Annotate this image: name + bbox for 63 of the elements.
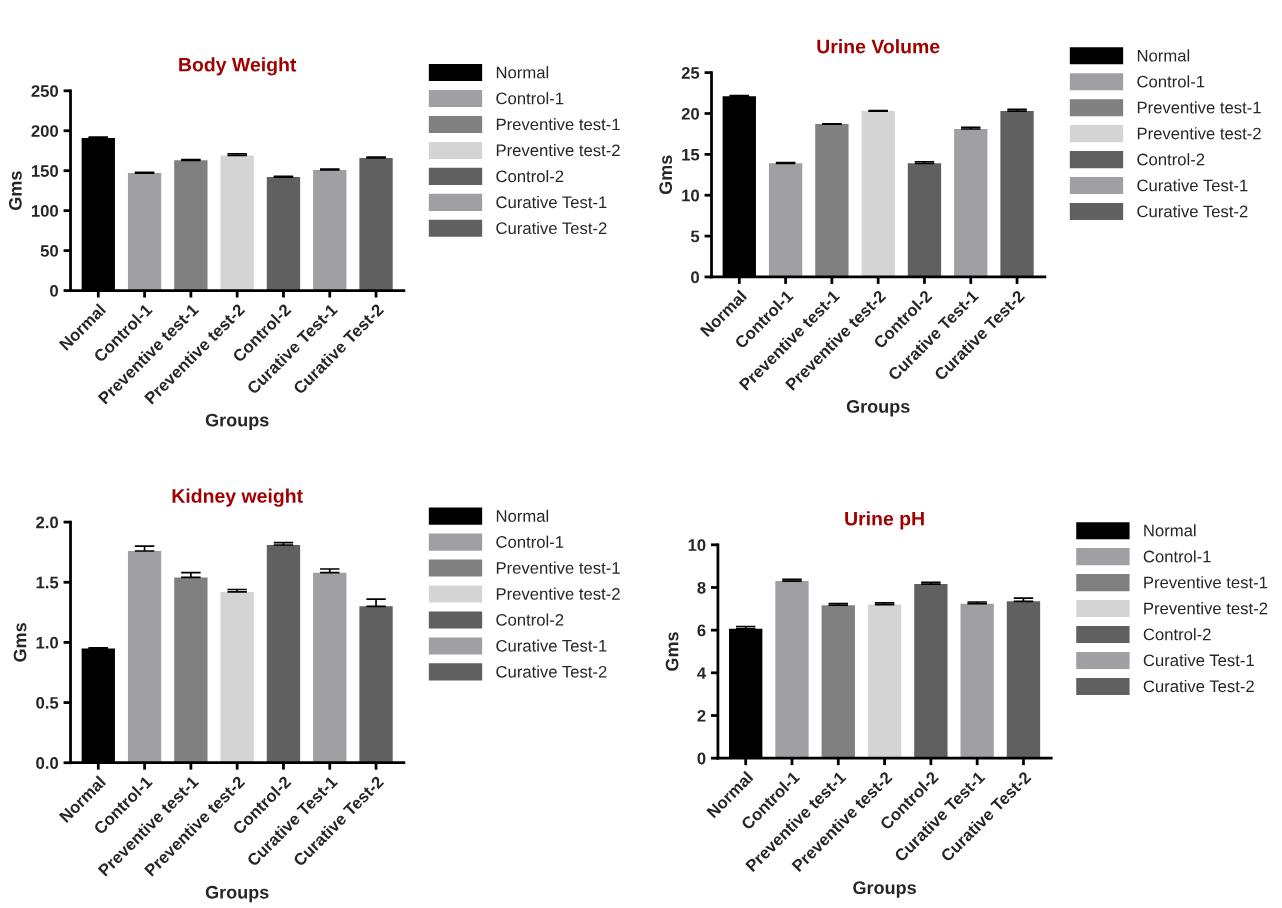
legend-label: Control-2 (496, 169, 564, 183)
y-tick-label: 4 (697, 667, 707, 679)
x-axis-title: Groups (846, 400, 910, 417)
legend-label: Curative Test-1 (496, 639, 607, 652)
y-tick-label: 25 (681, 67, 700, 79)
legend-label: Preventive test-2 (496, 587, 620, 600)
legend-label: Preventive test-1 (496, 561, 620, 574)
y-tick-label: 0.0 (36, 757, 59, 769)
chart-title: Kidney weight (172, 488, 303, 507)
y-axis-title: Gms (13, 623, 27, 662)
legend-label: Curative Test-2 (496, 665, 607, 678)
y-tick-label: 1.0 (36, 636, 59, 649)
x-axis-title: Groups (205, 885, 269, 903)
legend-label: Curative Test-2 (1137, 205, 1248, 218)
y-tick-label: 150 (31, 165, 59, 177)
y-tick-label: 1.5 (36, 576, 59, 589)
y-tick-label: 20 (681, 107, 700, 120)
legend-label: Control-2 (1137, 153, 1205, 166)
x-axis-title: Groups (853, 881, 916, 898)
legend-label: Preventive test-2 (1137, 127, 1261, 140)
y-tick-label: 0 (50, 284, 59, 297)
legend-label: Curative Test-1 (1137, 179, 1248, 192)
legend-label: Curative Test-1 (496, 195, 607, 209)
legend-label: Control-1 (1137, 75, 1205, 88)
y-axis-title: Gms (659, 155, 673, 195)
y-tick-label: 6 (697, 624, 706, 637)
legend-label: Preventive test-1 (1137, 101, 1261, 114)
y-tick-label: 200 (31, 125, 59, 137)
legend-label: Normal (1144, 524, 1196, 537)
legend-label: Preventive test-1 (1144, 576, 1268, 589)
legend-label: Preventive test-1 (496, 118, 620, 131)
y-tick-label: 15 (682, 148, 700, 161)
legend-label: Curative Test-2 (496, 221, 607, 235)
legend-label: Normal (1137, 49, 1190, 62)
y-axis-title: Gms (8, 171, 22, 211)
y-tick-label: 5 (690, 230, 700, 243)
y-tick-label: 10 (688, 539, 706, 551)
legend-label: Control-1 (1143, 550, 1211, 563)
y-tick-label: 8 (697, 581, 706, 594)
y-tick-label: 10 (682, 189, 700, 202)
legend-label: Curative Test-2 (1143, 679, 1254, 693)
chart-title: Urine Volume (817, 39, 940, 54)
x-axis-title: Groups (205, 413, 269, 431)
chart-title: Urine pH (845, 511, 924, 530)
y-axis-title: Gms (665, 632, 679, 671)
y-tick-label: 2 (697, 709, 706, 722)
y-tick-label: 0 (697, 752, 706, 765)
legend-label: Curative Test-1 (1143, 654, 1254, 667)
legend-label: Preventive test-2 (496, 144, 620, 157)
y-tick-label: 0.5 (36, 696, 59, 709)
legend-label: Preventive test-2 (1144, 602, 1268, 615)
y-tick-label: 250 (31, 85, 59, 97)
legend-label: Control-1 (496, 535, 564, 548)
y-tick-label: 100 (31, 205, 59, 217)
y-tick-label: 0 (691, 271, 700, 284)
legend-label: Control-2 (1143, 628, 1211, 641)
y-tick-label: 2.0 (36, 516, 59, 529)
legend-label: Normal (496, 509, 549, 522)
legend-label: Control-2 (496, 613, 564, 626)
legend-label: Normal (496, 66, 549, 79)
legend-label: Control-1 (496, 92, 564, 105)
y-tick-label: 50 (40, 245, 59, 257)
chart-title: Body Weight (179, 57, 297, 76)
